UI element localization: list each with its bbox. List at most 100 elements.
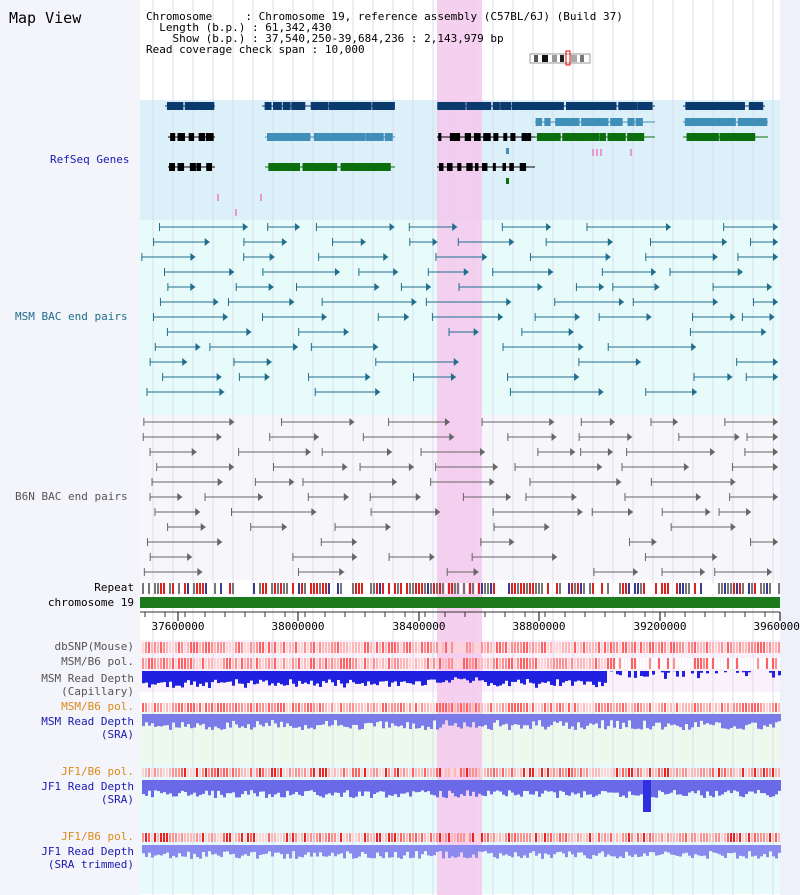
jf1-depth-sra-bar	[319, 780, 322, 797]
msm-b6-pol2-cell	[349, 703, 351, 712]
msm-b6-pol-cell	[337, 658, 339, 669]
dbsnp-cell	[247, 642, 249, 653]
repeat-element	[730, 583, 732, 594]
dbsnp-cell	[310, 642, 312, 653]
jf1-depth-trim-bar	[175, 845, 178, 858]
dbsnp-cell	[448, 642, 450, 653]
msm-depth-sra-bar	[502, 714, 505, 725]
repeat-element	[565, 583, 567, 594]
dbsnp-cell	[739, 642, 741, 653]
jf1-b6-pol2-cell	[184, 833, 186, 842]
jf1-b6-pol2-cell	[265, 833, 267, 842]
dbsnp-cell	[202, 642, 204, 653]
jf1-depth-trim-bar	[391, 845, 394, 858]
msm-bac-end	[293, 343, 299, 351]
track-label-refseq[interactable]: RefSeq Genes	[50, 153, 130, 166]
msm-depth-cap-bar	[502, 671, 505, 684]
jf1-depth-sra-bar	[505, 780, 508, 797]
dbsnp-cell	[349, 642, 351, 653]
msm-depth-cap-bar	[397, 671, 400, 686]
jf1-depth-sra-bar	[460, 780, 463, 795]
msm-depth-sra-bar	[568, 714, 571, 729]
repeat-element	[220, 583, 222, 594]
jf1-b6-pol2-cell	[394, 833, 396, 842]
msm-b6-pol-cell	[661, 658, 663, 669]
track-label-msm-bac[interactable]: MSM BAC end pairs	[15, 310, 128, 323]
jf1-depth-trim-bar	[280, 845, 283, 855]
b6n-bac-end	[313, 433, 319, 441]
jf1-depth-sra-bar	[547, 780, 550, 792]
msm-b6-pol-cell	[694, 658, 696, 669]
msm-depth-cap-bar	[778, 671, 781, 676]
msm-depth-sra-bar	[301, 714, 304, 730]
repeat-element	[358, 583, 360, 594]
jf1-depth-trim-bar	[463, 845, 466, 858]
msm-b6-pol-cell	[586, 658, 588, 669]
dbsnp-cell	[556, 642, 558, 653]
jf1-b6-pol-cell	[742, 768, 744, 777]
msm-b6-pol2-cell	[499, 703, 501, 712]
gene-row3b-exon	[365, 133, 384, 141]
msm-b6-pol-cell	[415, 658, 417, 669]
msm-depth-cap-bar	[529, 671, 532, 683]
dbsnp-cell	[526, 642, 528, 653]
gene-row1c-exon	[492, 102, 500, 110]
jf1-b6-pol2-cell	[229, 833, 231, 842]
refseq-marker	[596, 149, 598, 156]
gene-row1b-exon	[379, 102, 395, 110]
msm-b6-pol2-cell	[604, 703, 606, 712]
msm-bac-end	[773, 223, 778, 231]
repeat-element	[319, 583, 321, 594]
msm-depth-cap-bar	[736, 671, 739, 673]
msm-depth-sra-bar	[382, 714, 385, 729]
track-label-b6n-bac[interactable]: B6N BAC end pairs	[15, 490, 128, 503]
jf1-depth-sra-bar	[763, 780, 766, 794]
repeat-element	[385, 583, 387, 594]
msm-depth-sra-bar	[376, 714, 379, 723]
msm-b6-pol-cell	[610, 658, 612, 669]
dbsnp-cell	[403, 642, 405, 653]
msm-b6-pol2-cell	[754, 703, 756, 712]
msm-depth-cap-bar	[364, 671, 367, 686]
msm-depth-sra-bar	[541, 714, 544, 727]
msm-b6-pol-cell	[568, 658, 570, 669]
msm-b6-pol-cell	[469, 658, 471, 669]
jf1-depth-sra-bar	[697, 780, 700, 791]
msm-depth-cap-bar	[229, 671, 232, 682]
msm-depth-sra-bar	[418, 714, 421, 729]
jf1-depth-trim-bar	[190, 845, 193, 859]
msm-depth-sra-bar	[226, 714, 229, 723]
msm-b6-pol-cell	[235, 658, 237, 669]
jf1-depth-sra-bar	[391, 780, 394, 796]
jf1-b6-pol-cell	[688, 768, 690, 777]
msm-depth-sra-bar	[493, 714, 496, 723]
msm-depth-cap-bar	[532, 671, 535, 684]
jf1-depth-sra-bar	[235, 780, 238, 798]
jf1-depth-trim-bar	[559, 845, 562, 852]
jf1-b6-pol2-cell	[496, 833, 498, 842]
dbsnp-cell	[430, 642, 432, 653]
gene-row5b-exon	[329, 163, 337, 171]
msm-b6-pol-cell	[196, 658, 198, 669]
gene-row1b-exon	[328, 102, 338, 110]
msm-b6-pol2-cell	[427, 703, 429, 712]
msm-b6-pol-cell	[280, 658, 282, 669]
msm-depth-cap-bar	[367, 671, 370, 682]
jf1-depth-sra-bar	[466, 780, 469, 791]
jf1-depth-sra-bar	[274, 780, 277, 795]
jf1-depth-trim-bar	[196, 845, 199, 858]
jf1-b6-pol-cell	[697, 768, 699, 777]
msm-depth-sra-bar	[421, 714, 424, 726]
msm-bac-end	[737, 268, 743, 276]
msm-b6-pol-cell	[343, 658, 345, 669]
dbsnp-cell	[766, 642, 768, 653]
dbsnp-cell	[718, 642, 720, 653]
msm-b6-pol-cell	[493, 658, 495, 669]
msm-b6-pol-cell	[265, 658, 267, 669]
b6n-bac-end	[549, 418, 555, 426]
jf1-b6-pol-cell	[730, 768, 732, 777]
msm-b6-pol-cell	[292, 658, 294, 669]
jf1-b6-pol-cell	[157, 768, 159, 777]
b6n-bac-end	[217, 538, 223, 546]
msm-bac-end	[548, 268, 554, 276]
